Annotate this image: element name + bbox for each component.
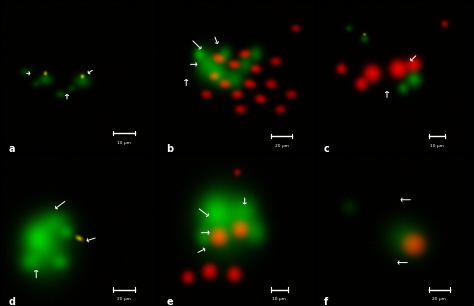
Text: e: e <box>166 297 173 306</box>
Text: 10 µm: 10 µm <box>117 141 131 145</box>
Text: 20 µm: 20 µm <box>432 297 446 301</box>
Text: d: d <box>9 297 16 306</box>
Text: 10 µm: 10 µm <box>273 297 286 301</box>
Text: c: c <box>324 144 330 154</box>
Text: 20 µm: 20 µm <box>275 144 289 148</box>
Text: b: b <box>166 144 173 154</box>
Text: f: f <box>324 297 328 306</box>
Text: a: a <box>9 144 15 154</box>
Text: 20 µm: 20 µm <box>117 297 131 301</box>
Text: 10 µm: 10 µm <box>430 144 444 148</box>
